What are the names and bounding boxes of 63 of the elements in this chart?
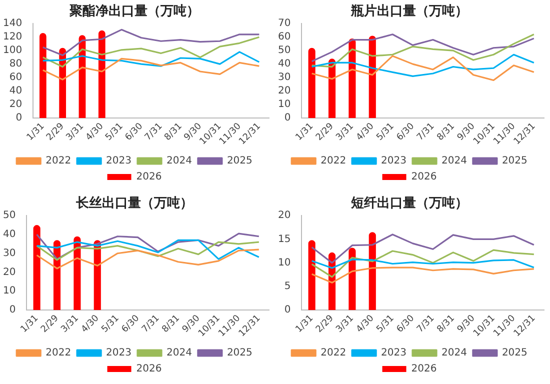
y-tick-label: 40 (278, 58, 291, 70)
legend-label: 2024 (166, 156, 192, 167)
y-tick-label: 120 (2, 32, 22, 43)
bar (328, 58, 336, 118)
y-tick-label: 50 (278, 45, 291, 56)
y-tick-label: 0 (16, 112, 22, 124)
chart-title: 长丝出口量（万吨） (75, 195, 193, 212)
y-tick-label: 10 (2, 286, 16, 297)
y-tick-label: 20 (9, 99, 22, 110)
legend-label: 2023 (381, 156, 407, 167)
bar (308, 240, 316, 310)
bar (368, 36, 376, 118)
y-tick-label: 30 (278, 72, 291, 84)
legend-label: 2025 (226, 156, 252, 167)
y-tick-label: 5 (284, 281, 291, 292)
legend-label: 2026 (411, 172, 437, 183)
y-tick-label: 40 (9, 86, 22, 97)
y-tick-label: 10 (278, 257, 291, 268)
y-tick-label: 0 (284, 304, 291, 316)
legend-label: 2022 (46, 156, 72, 167)
y-tick-label: 60 (278, 32, 291, 43)
legend-label: 2025 (226, 348, 252, 359)
y-tick-label: 60 (9, 72, 22, 84)
y-tick-label: 70 (278, 18, 291, 30)
y-tick-label: 20 (278, 86, 291, 97)
legend-label: 2025 (502, 156, 528, 167)
bar (74, 236, 81, 310)
bar (94, 240, 101, 310)
y-tick-label: 50 (2, 210, 16, 222)
y-tick-label: 30 (2, 248, 16, 259)
chart-title: 聚酯净出口量（万吨） (68, 4, 200, 20)
legend-label: 2022 (320, 348, 346, 359)
bar (348, 38, 356, 118)
legend-label: 2024 (166, 348, 192, 359)
legend-label: 2026 (136, 172, 162, 183)
y-tick-label: 15 (278, 234, 291, 245)
legend-label: 2026 (136, 364, 162, 375)
y-tick-label: 140 (2, 18, 22, 30)
legend-label: 2022 (46, 348, 72, 359)
y-tick-label: 10 (278, 99, 291, 110)
y-tick-label: 20 (278, 210, 291, 222)
legend-label: 2026 (411, 364, 437, 375)
y-tick-label: 0 (284, 112, 291, 124)
bar (39, 33, 46, 118)
legend-label: 2024 (442, 156, 467, 167)
y-tick-label: 80 (9, 58, 22, 70)
chart-title: 瓶片出口量（万吨） (350, 4, 468, 20)
bar (98, 30, 106, 118)
legend-label: 2022 (320, 156, 346, 167)
y-tick-label: 20 (2, 266, 16, 278)
y-tick-label: 40 (2, 229, 16, 240)
bar (308, 48, 316, 118)
legend-label: 2023 (381, 348, 407, 359)
legend-label: 2024 (442, 348, 467, 359)
bar (368, 232, 376, 310)
bar (348, 248, 356, 310)
bar (33, 225, 40, 310)
y-tick-label: 100 (2, 45, 22, 56)
y-tick-label: 0 (9, 304, 16, 316)
chart-title: 短纤出口量（万吨） (350, 196, 468, 212)
legend-label: 2023 (106, 348, 132, 359)
legend-label: 2025 (502, 348, 528, 359)
legend-label: 2023 (106, 156, 132, 167)
